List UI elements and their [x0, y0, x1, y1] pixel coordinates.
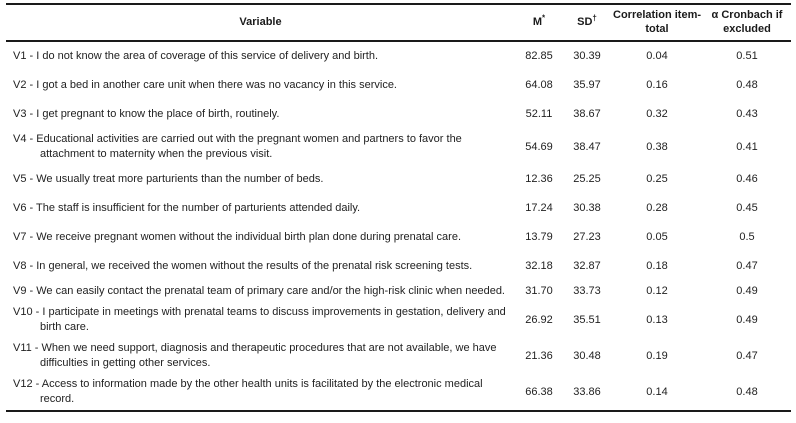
variable-cell: V12 - Access to information made by the … — [13, 378, 483, 405]
variable-cell: V2 - I got a bed in another care unit wh… — [13, 79, 397, 91]
table-row-v12: V12 - Access to information made by the … — [6, 374, 791, 411]
sd-cell: 38.67 — [573, 108, 601, 120]
table-row-v9: V9 - We can easily contact the prenatal … — [6, 281, 791, 302]
correlation-cell: 0.25 — [646, 173, 668, 185]
mean-cell: 17.24 — [525, 202, 553, 214]
correlation-cell: 0.05 — [646, 231, 668, 243]
variable-cell: V7 - We receive pregnant women without t… — [13, 231, 462, 243]
mean-cell: 32.18 — [525, 260, 553, 272]
correlation-cell: 0.14 — [646, 385, 668, 398]
sd-cell: 33.73 — [573, 285, 601, 297]
col-header-sd: SD† — [563, 4, 611, 42]
mean-header-label: M — [532, 16, 543, 28]
mean-cell: 82.85 — [525, 50, 553, 62]
variable-cell: V1 - I do not know the area of coverage … — [13, 50, 379, 62]
table-row-v7: V7 - We receive pregnant women without t… — [6, 223, 791, 252]
sd-cell: 30.48 — [573, 349, 601, 362]
cronbach-cell: 0.48 — [736, 385, 758, 398]
sd-cell: 35.97 — [573, 79, 601, 91]
variable-cell: V8 - In general, we received the women w… — [13, 260, 473, 272]
table-row-v2: V2 - I got a bed in another care unit wh… — [6, 71, 791, 100]
correlation-cell: 0.04 — [646, 50, 668, 62]
cronbach-cell: 0.43 — [736, 108, 758, 120]
mean-cell: 13.79 — [525, 231, 553, 243]
paper-table-figure: Variable M* SD† Correlation item-total α… — [6, 3, 791, 412]
table-row-v11: V11 - When we need support, diagnosis an… — [6, 338, 791, 374]
table-row-v10: V10 - I participate in meetings with pre… — [6, 302, 791, 338]
cronbach-cell: 0.46 — [736, 173, 758, 185]
cronbach-cell: 0.47 — [736, 260, 758, 272]
variable-cell: V9 - We can easily contact the prenatal … — [13, 285, 505, 297]
mean-cell: 66.38 — [525, 385, 553, 398]
correlation-cell: 0.19 — [646, 349, 668, 362]
variable-cell: V10 - I participate in meetings with pre… — [13, 306, 506, 333]
variable-cell: V4 - Educational activities are carried … — [13, 133, 462, 160]
mean-cell: 21.36 — [525, 349, 553, 362]
table-row-v5: V5 - We usually treat more parturients t… — [6, 165, 791, 194]
sd-cell: 25.25 — [573, 173, 601, 185]
correlation-cell: 0.13 — [646, 313, 668, 326]
correlation-cell: 0.18 — [646, 260, 668, 272]
sd-cell: 27.23 — [573, 231, 601, 243]
correlation-cell: 0.38 — [646, 140, 668, 153]
mean-cell: 26.92 — [525, 313, 553, 326]
cronbach-cell: 0.45 — [736, 202, 758, 214]
table-row-v4: V4 - Educational activities are carried … — [6, 129, 791, 165]
variable-header-label: Variable — [239, 16, 282, 28]
variable-cell: V5 - We usually treat more parturients t… — [13, 173, 324, 185]
correlation-cell: 0.12 — [646, 285, 668, 297]
item-reliability-table: Variable M* SD† Correlation item-total α… — [6, 3, 791, 412]
table-row-v6: V6 - The staff is insufficient for the n… — [6, 194, 791, 223]
cronbach-cell: 0.48 — [736, 79, 758, 91]
cronbach-cell: 0.41 — [736, 140, 758, 153]
mean-cell: 54.69 — [525, 140, 553, 153]
col-header-mean: M* — [515, 4, 563, 42]
col-header-cronbach: α Cronbach if excluded — [703, 4, 791, 42]
mean-cell: 31.70 — [525, 285, 553, 297]
sd-cell: 32.87 — [573, 260, 601, 272]
variable-cell: V3 - I get pregnant to know the place of… — [13, 108, 280, 120]
sd-cell: 35.51 — [573, 313, 601, 326]
table-row-v1: V1 - I do not know the area of coverage … — [6, 41, 791, 71]
correlation-cell: 0.16 — [646, 79, 668, 91]
sd-cell: 30.38 — [573, 202, 601, 214]
cronbach-cell: 0.51 — [736, 50, 758, 62]
variable-cell: V6 - The staff is insufficient for the n… — [13, 202, 361, 214]
cronbach-cell: 0.49 — [736, 313, 758, 326]
col-header-correlation: Correlation item-total — [611, 4, 703, 42]
sd-cell: 33.86 — [573, 385, 601, 398]
col-header-variable: Variable — [6, 4, 515, 42]
sd-cell: 38.47 — [573, 140, 601, 153]
correlation-cell: 0.28 — [646, 202, 668, 214]
sd-header-label: SD — [577, 16, 593, 28]
mean-cell: 52.11 — [525, 108, 553, 120]
table-header-row: Variable M* SD† Correlation item-total α… — [6, 4, 791, 42]
variable-cell: V11 - When we need support, diagnosis an… — [13, 342, 497, 369]
mean-cell: 12.36 — [525, 173, 553, 185]
sd-cell: 30.39 — [573, 50, 601, 62]
cronbach-cell: 0.49 — [736, 285, 758, 297]
cronbach-cell: 0.5 — [739, 231, 755, 243]
correlation-cell: 0.32 — [646, 108, 668, 120]
sd-footnote-marker: † — [592, 13, 597, 23]
table-row-v8: V8 - In general, we received the women w… — [6, 252, 791, 281]
table-row-v3: V3 - I get pregnant to know the place of… — [6, 100, 791, 129]
mean-footnote-marker: * — [542, 13, 546, 23]
mean-cell: 64.08 — [525, 79, 553, 91]
cronbach-cell: 0.47 — [736, 349, 758, 362]
